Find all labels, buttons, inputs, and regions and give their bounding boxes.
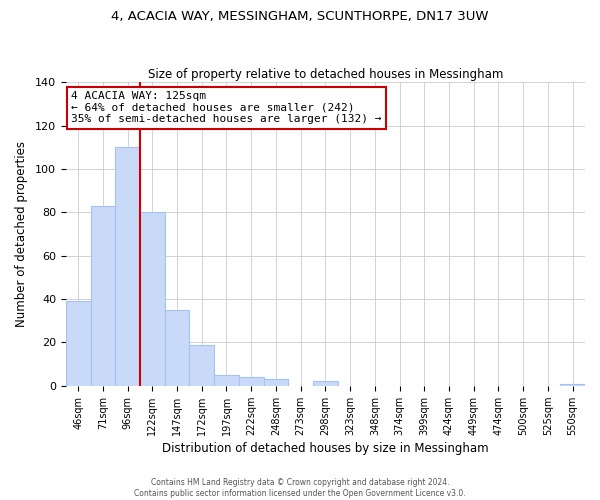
Text: 4, ACACIA WAY, MESSINGHAM, SCUNTHORPE, DN17 3UW: 4, ACACIA WAY, MESSINGHAM, SCUNTHORPE, D… (111, 10, 489, 23)
X-axis label: Distribution of detached houses by size in Messingham: Distribution of detached houses by size … (162, 442, 489, 455)
Bar (263, 380, 289, 386)
Bar (91, 206, 115, 386)
Title: Size of property relative to detached houses in Messingham: Size of property relative to detached ho… (148, 68, 503, 81)
Bar (164, 310, 190, 386)
Bar (190, 344, 214, 386)
Bar (214, 375, 239, 386)
Bar (239, 377, 263, 386)
Bar (66, 301, 91, 386)
Bar (115, 147, 140, 386)
Bar (560, 384, 585, 386)
Bar (140, 212, 164, 386)
Text: 4 ACACIA WAY: 125sqm
← 64% of detached houses are smaller (242)
35% of semi-deta: 4 ACACIA WAY: 125sqm ← 64% of detached h… (71, 92, 382, 124)
Bar (313, 382, 338, 386)
Y-axis label: Number of detached properties: Number of detached properties (15, 141, 28, 327)
Text: Contains HM Land Registry data © Crown copyright and database right 2024.
Contai: Contains HM Land Registry data © Crown c… (134, 478, 466, 498)
